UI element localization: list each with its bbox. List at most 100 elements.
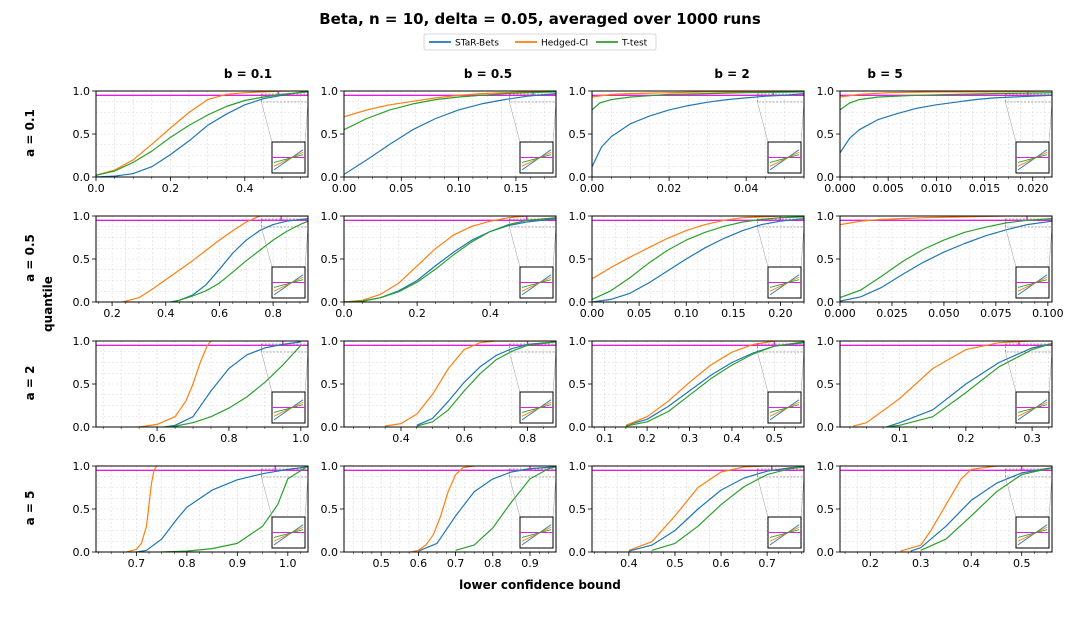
x-tick-label: 0.7 xyxy=(758,557,776,570)
y-tick-label: 0.5 xyxy=(817,503,835,516)
inset-series-hedged-ci xyxy=(769,401,800,417)
series-group xyxy=(385,341,556,427)
inset-series-hedged-ci xyxy=(769,151,800,167)
x-tick-label: 0.015 xyxy=(969,182,1001,195)
row-title-a-0-5: a = 0.5 xyxy=(23,234,37,282)
series-line-t-test xyxy=(161,466,308,552)
x-tick-label: 0.00 xyxy=(580,307,605,320)
x-tick-label: 0.025 xyxy=(876,307,908,320)
x-tick-label: 0.4 xyxy=(481,307,499,320)
series-line-t-test xyxy=(170,220,308,302)
panel-1-3: 0.000 0.025 0.050 0.075 0.100 0.0 0.5 1.0 xyxy=(817,210,1064,320)
x-tick-label: 1.0 xyxy=(292,432,310,445)
x-tick-label: 0.5 xyxy=(1013,557,1031,570)
inset-series-hedged-ci xyxy=(1017,401,1048,417)
legend-frame xyxy=(423,33,657,51)
series-group xyxy=(592,91,804,167)
y-axis-label: quantile xyxy=(41,276,55,332)
y-tick-label: 0.0 xyxy=(73,546,91,559)
series-line-t-test xyxy=(344,217,556,302)
inset-series-hedged-ci xyxy=(273,276,304,292)
inset-series-hedged-ci xyxy=(273,526,304,542)
x-tick-label: 0.075 xyxy=(980,307,1012,320)
panel-3-0: 0.7 0.8 0.9 1.0 0.0 0.5 1.0 xyxy=(73,460,309,570)
y-tick-label: 0.0 xyxy=(569,171,587,184)
x-tick-label: 0.3 xyxy=(681,432,699,445)
row-title-a-0-1: a = 0.1 xyxy=(23,109,37,157)
series-line-star-bets xyxy=(840,220,1052,302)
x-tick-label: 0.020 xyxy=(1017,182,1049,195)
inset-series-hedged-ci xyxy=(521,151,552,167)
x-tick-label: 0.050 xyxy=(928,307,960,320)
panel-1-1: 0.0 0.2 0.4 0.0 0.5 1.0 xyxy=(321,210,557,320)
y-tick-label: 0.0 xyxy=(73,421,91,434)
inset-series-star-bets xyxy=(1017,524,1048,546)
series-line-hedged-ci xyxy=(900,466,1052,552)
inset-connector xyxy=(757,101,769,143)
x-tick-label: 0.8 xyxy=(484,557,502,570)
y-tick-label: 1.0 xyxy=(817,460,835,473)
series-group xyxy=(344,91,556,175)
x-tick-label: 0.9 xyxy=(229,557,247,570)
x-tick-label: 0.5 xyxy=(372,557,390,570)
x-tick-label: 0.4 xyxy=(723,432,741,445)
x-tick-label: 0.7 xyxy=(447,557,465,570)
x-tick-label: 0.6 xyxy=(211,307,229,320)
x-tick-label: 0.02 xyxy=(657,182,682,195)
inset-series-t-test xyxy=(1017,529,1048,538)
y-tick-label: 0.0 xyxy=(817,421,835,434)
series-line-t-test xyxy=(886,343,1052,427)
y-tick-label: 0.5 xyxy=(321,128,339,141)
column-title-b-5: b = 5 xyxy=(867,67,902,81)
x-tick-label: 0.9 xyxy=(521,557,539,570)
series-line-t-test xyxy=(625,341,804,427)
panel-3-1: 0.5 0.6 0.7 0.8 0.9 0.0 0.5 1.0 xyxy=(321,460,557,570)
inset-series-star-bets xyxy=(1017,274,1048,296)
series-line-hedged-ci xyxy=(126,466,158,552)
y-tick-label: 0.0 xyxy=(321,546,339,559)
x-tick-label: 0.2 xyxy=(862,557,880,570)
inset-series-t-test xyxy=(521,154,552,163)
x-tick-label: 0.0 xyxy=(87,182,105,195)
inset-series-hedged-ci xyxy=(273,401,304,417)
series-group xyxy=(344,216,556,302)
x-tick-label: 0.6 xyxy=(410,557,428,570)
panel-2-3: 0.1 0.2 0.3 0.0 0.5 1.0 xyxy=(817,335,1053,445)
series-group xyxy=(139,341,302,427)
y-tick-label: 0.0 xyxy=(817,296,835,309)
inset-connector xyxy=(509,101,521,143)
inset-series-t-test xyxy=(521,404,552,413)
inset-series-t-test xyxy=(1017,404,1048,413)
x-tick-label: 0.4 xyxy=(157,307,175,320)
series-line-star-bets xyxy=(344,93,556,175)
inset-series-star-bets xyxy=(273,524,304,546)
x-tick-label: 0.10 xyxy=(446,182,471,195)
series-line-hedged-ci xyxy=(139,341,212,427)
panel-3-3: 0.2 0.3 0.4 0.5 0.0 0.5 1.0 xyxy=(817,460,1053,570)
series-line-star-bets xyxy=(416,341,556,426)
x-tick-label: 0.4 xyxy=(620,557,638,570)
x-tick-label: 0.15 xyxy=(721,307,746,320)
series-line-t-test xyxy=(840,218,1052,299)
inset-connector xyxy=(509,476,521,518)
series-line-t-test xyxy=(651,466,804,551)
inset-series-star-bets xyxy=(1017,149,1048,171)
x-tick-label: 0.2 xyxy=(638,432,656,445)
y-tick-label: 0.0 xyxy=(73,171,91,184)
inset-series-star-bets xyxy=(273,399,304,421)
series-group xyxy=(840,91,1052,154)
y-tick-label: 0.5 xyxy=(569,253,587,266)
series-line-hedged-ci xyxy=(96,91,308,176)
x-tick-label: 0.00 xyxy=(332,182,357,195)
y-tick-label: 0.5 xyxy=(321,378,339,391)
y-tick-label: 0.0 xyxy=(73,296,91,309)
inset-series-star-bets xyxy=(769,274,800,296)
x-tick-label: 0.04 xyxy=(734,182,759,195)
series-line-t-test xyxy=(96,91,308,176)
inset-series-t-test xyxy=(769,154,800,163)
series-line-hedged-ci xyxy=(385,341,556,427)
series-group xyxy=(126,466,308,552)
series-line-t-test xyxy=(455,466,556,551)
legend-label-star-bets: STaR-Bets xyxy=(455,39,499,49)
series-line-t-test xyxy=(840,92,1052,111)
